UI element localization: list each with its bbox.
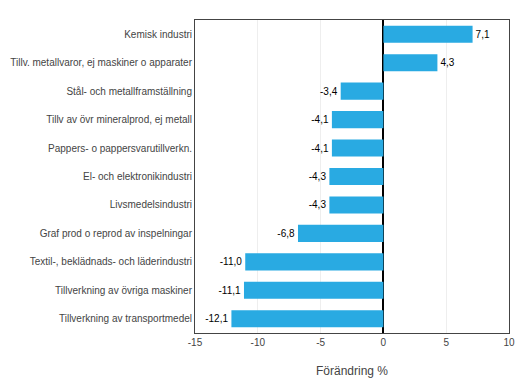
svg-text:-4,3: -4,3 (309, 199, 327, 210)
svg-text:10: 10 (503, 337, 515, 348)
svg-text:El- och elektronikindustri: El- och elektronikindustri (83, 171, 192, 182)
svg-text:-4,1: -4,1 (311, 114, 329, 125)
svg-text:-12,1: -12,1 (205, 313, 228, 324)
svg-text:-4,1: -4,1 (311, 143, 329, 154)
svg-text:Pappers- o pappersvarutillverk: Pappers- o pappersvarutillverkn. (48, 143, 192, 154)
svg-text:7,1: 7,1 (476, 29, 490, 40)
svg-text:Tillv av övr mineralprod, ej m: Tillv av övr mineralprod, ej metall (46, 114, 192, 125)
svg-text:Stål- och metallframställning: Stål- och metallframställning (66, 86, 192, 97)
svg-text:-3,4: -3,4 (320, 86, 338, 97)
svg-text:Tillverkning av transportmedel: Tillverkning av transportmedel (59, 313, 192, 324)
svg-text:-5: -5 (316, 337, 325, 348)
svg-text:-4,3: -4,3 (309, 171, 327, 182)
svg-text:-10: -10 (251, 337, 266, 348)
svg-text:5: 5 (443, 337, 449, 348)
svg-text:Förändring %: Förändring % (316, 364, 388, 378)
svg-text:Textil-, beklädnads- och läder: Textil-, beklädnads- och läderindustri (30, 256, 192, 267)
svg-text:-11,0: -11,0 (220, 256, 242, 267)
svg-text:-15: -15 (188, 337, 203, 348)
svg-text:Livsmedelsindustri: Livsmedelsindustri (110, 199, 192, 210)
svg-text:Tillverkning av övriga maskine: Tillverkning av övriga maskiner (55, 285, 193, 296)
svg-text:Graf prod o reprod av inspelni: Graf prod o reprod av inspelningar (40, 228, 193, 239)
svg-text:-6,8: -6,8 (277, 228, 295, 239)
svg-text:Tillv. metallvaror, ej maskine: Tillv. metallvaror, ej maskiner o appara… (10, 57, 192, 68)
svg-text:Kemisk industri: Kemisk industri (124, 29, 192, 40)
svg-text:0: 0 (381, 337, 387, 348)
svg-text:-11,1: -11,1 (218, 285, 240, 296)
svg-text:4,3: 4,3 (440, 57, 454, 68)
